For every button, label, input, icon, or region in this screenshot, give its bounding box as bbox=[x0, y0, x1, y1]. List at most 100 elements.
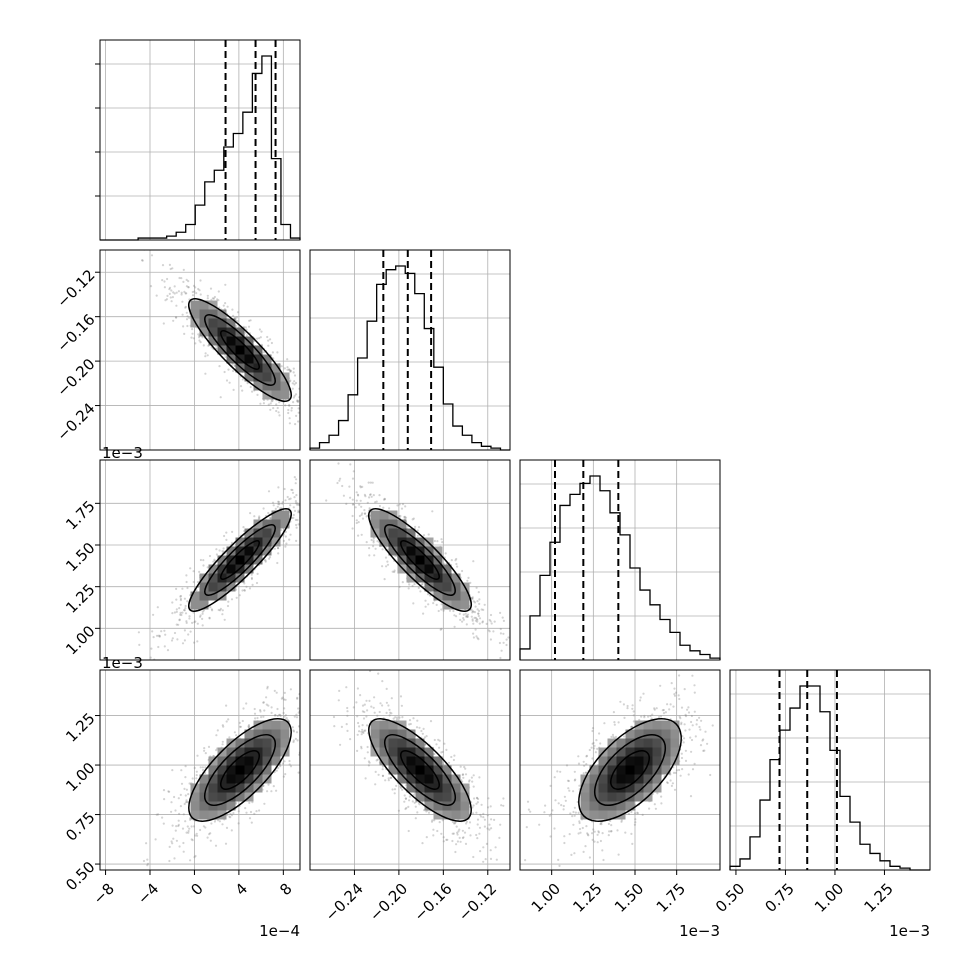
sample-point bbox=[162, 322, 165, 325]
sample-point bbox=[173, 795, 176, 799]
sample-point bbox=[190, 336, 193, 339]
sample-point bbox=[461, 773, 464, 777]
sample-point bbox=[268, 517, 271, 520]
sample-point bbox=[361, 728, 364, 731]
sample-point bbox=[458, 612, 461, 616]
density-block bbox=[244, 729, 254, 739]
sample-point bbox=[198, 289, 201, 292]
sample-point bbox=[241, 389, 244, 392]
sample-point bbox=[427, 533, 430, 536]
panel-frame bbox=[99, 669, 301, 871]
density-block bbox=[442, 573, 452, 583]
density-block bbox=[190, 801, 200, 811]
sample-point bbox=[330, 488, 332, 490]
sample-point bbox=[280, 365, 283, 368]
sample-point bbox=[171, 601, 174, 604]
sample-point bbox=[472, 636, 475, 639]
sample-point bbox=[399, 786, 403, 790]
sample-point bbox=[302, 730, 304, 732]
density-block bbox=[235, 765, 245, 775]
sample-point bbox=[315, 723, 317, 725]
density-block bbox=[199, 582, 209, 592]
sample-point bbox=[258, 337, 261, 340]
sample-point bbox=[361, 704, 365, 707]
sample-point bbox=[478, 617, 482, 620]
sample-point bbox=[175, 839, 178, 842]
sample-point bbox=[277, 411, 280, 414]
density-block bbox=[460, 600, 470, 610]
sample-point bbox=[221, 613, 224, 616]
sample-point bbox=[302, 420, 304, 422]
sample-point bbox=[302, 408, 304, 410]
sample-point bbox=[219, 607, 222, 611]
sample-point bbox=[335, 477, 337, 479]
sample-point bbox=[473, 797, 476, 800]
sample-point bbox=[436, 540, 439, 543]
density-block bbox=[388, 720, 398, 730]
scatter-panel-4-2 bbox=[309, 669, 511, 871]
sample-point bbox=[450, 559, 453, 562]
sample-point bbox=[345, 723, 348, 726]
sample-point bbox=[243, 589, 246, 592]
density-block bbox=[199, 309, 209, 319]
sample-point bbox=[279, 714, 282, 718]
density-block bbox=[379, 519, 389, 529]
sample-point bbox=[291, 382, 294, 385]
sample-point bbox=[154, 838, 157, 841]
sample-point bbox=[409, 722, 412, 726]
sample-point bbox=[432, 828, 435, 831]
sample-point bbox=[295, 523, 298, 527]
sample-point bbox=[280, 528, 283, 532]
sample-point bbox=[231, 530, 234, 534]
sample-point bbox=[187, 831, 190, 834]
sample-point bbox=[291, 726, 294, 729]
density-block bbox=[379, 720, 389, 730]
sample-point bbox=[388, 507, 391, 510]
sample-point bbox=[474, 616, 477, 619]
density-block bbox=[388, 756, 398, 766]
sample-point bbox=[181, 642, 185, 645]
sample-point bbox=[296, 503, 299, 506]
sample-point bbox=[351, 503, 354, 506]
density-block bbox=[262, 720, 272, 730]
sample-point bbox=[177, 823, 180, 827]
sample-point bbox=[245, 702, 248, 705]
sample-point bbox=[443, 742, 446, 745]
sample-point bbox=[369, 670, 372, 673]
sample-point bbox=[263, 558, 266, 562]
sample-point bbox=[333, 490, 335, 492]
sample-point bbox=[460, 779, 463, 782]
sample-point bbox=[174, 809, 177, 812]
sample-point bbox=[453, 614, 456, 617]
sample-point bbox=[150, 254, 154, 257]
density-block bbox=[190, 792, 200, 802]
sample-point bbox=[281, 501, 284, 504]
sample-point bbox=[263, 709, 266, 712]
sample-point bbox=[303, 493, 305, 495]
sample-point bbox=[478, 598, 481, 601]
sample-point bbox=[289, 379, 292, 382]
sample-point bbox=[461, 569, 464, 573]
sample-point bbox=[171, 769, 174, 772]
sample-point bbox=[407, 587, 410, 590]
sample-point bbox=[276, 505, 279, 508]
sample-point bbox=[232, 388, 235, 391]
sample-point bbox=[477, 612, 480, 615]
sample-point bbox=[678, 768, 681, 772]
density-block bbox=[406, 738, 416, 748]
sample-point bbox=[437, 609, 440, 613]
sample-point bbox=[384, 556, 388, 559]
sample-point bbox=[184, 801, 187, 804]
sample-point bbox=[183, 639, 186, 642]
sample-point bbox=[489, 620, 492, 623]
sample-point bbox=[197, 287, 200, 291]
sample-point bbox=[283, 691, 286, 695]
sample-point bbox=[360, 733, 363, 736]
sample-point bbox=[260, 343, 263, 346]
sample-point bbox=[470, 615, 473, 618]
sample-point bbox=[221, 743, 224, 746]
sample-point bbox=[183, 629, 186, 632]
sample-point bbox=[376, 540, 379, 543]
sample-point bbox=[246, 382, 249, 385]
sample-point bbox=[178, 607, 181, 610]
